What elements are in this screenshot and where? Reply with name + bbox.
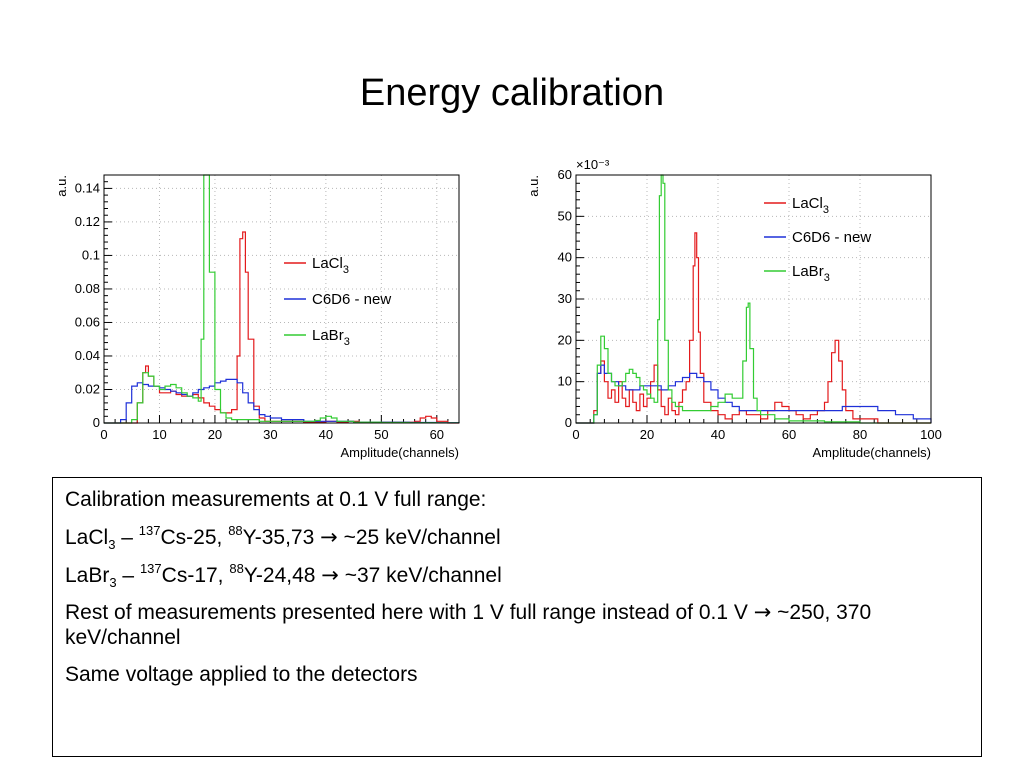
info-rest-line: Rest of measurements presented here with…: [65, 600, 969, 651]
y-tick-label: 0.08: [75, 281, 100, 296]
x-tick-label: 80: [853, 427, 867, 442]
lacl-y-text: Y-35,73: [242, 525, 321, 549]
y-axis-label: a.u.: [54, 175, 69, 197]
legend-label-labr3: LaBr3: [792, 263, 830, 284]
y-tick-label: 0.06: [75, 314, 100, 329]
rest-text: Rest of measurements presented here with…: [65, 601, 754, 625]
plot-frame: [575, 174, 932, 424]
lacl-y-mass: 88: [228, 522, 243, 538]
lacl-name: LaCl: [65, 525, 109, 549]
labr-subscript: 3: [109, 574, 117, 590]
y-tick-label: 0.12: [75, 214, 100, 229]
y-tick-label: 30: [558, 291, 572, 306]
labr-y-text: Y-24,48: [243, 563, 322, 587]
labr-cs-mass: 137: [139, 560, 162, 576]
lacl-cs-mass: 137: [138, 522, 161, 538]
y-tick-label: 10: [558, 374, 572, 389]
y-multiplier-label: ×10⁻³: [576, 157, 610, 172]
x-tick-label: 60: [430, 427, 444, 442]
labr-name: LaBr: [65, 563, 110, 587]
x-tick-label: 10: [152, 427, 166, 442]
y-tick-label: 60: [558, 167, 572, 182]
labr-dash: –: [116, 563, 140, 587]
series-line-labr3: [576, 174, 931, 424]
x-tick-label: 100: [920, 427, 942, 442]
legend-label-lacl3: LaCl3: [792, 195, 829, 216]
labr-result: ~37 keV/channel: [338, 563, 502, 587]
plot-frame: [103, 174, 460, 424]
y-axis-label: a.u.: [526, 175, 541, 197]
lacl-result: ~25 keV/channel: [337, 525, 501, 549]
right-arrow-icon: →: [321, 562, 339, 587]
info-heading: Calibration measurements at 0.1 V full r…: [65, 488, 487, 511]
legend-label-c6d6-new: C6D6 - new: [792, 229, 871, 246]
x-tick-label: 0: [100, 427, 107, 442]
x-tick-label: 30: [263, 427, 277, 442]
calibration-info-box: Calibration measurements at 0.1 V full r…: [52, 477, 982, 757]
legend-label-lacl3: LaCl3: [312, 255, 349, 276]
x-tick-label: 20: [208, 427, 222, 442]
labr-y-mass: 88: [229, 560, 244, 576]
y-tick-label: 0.14: [75, 180, 100, 195]
lacl-cs-text: Cs-25,: [160, 525, 229, 549]
y-tick-label: 0.04: [75, 348, 100, 363]
y-tick-label: 0.1: [82, 247, 100, 262]
lacl-dash: –: [115, 525, 139, 549]
slide-title: Energy calibration: [359, 72, 665, 114]
y-tick-label: 0.02: [75, 381, 100, 396]
series-line-labr3: [104, 174, 460, 424]
legend-label-c6d6-new: C6D6 - new: [312, 291, 391, 308]
lacl-subscript: 3: [108, 536, 116, 552]
info-lacl-line: LaCl3 – 137Cs-25, 88Y-35,73 → ~25 keV/ch…: [65, 522, 969, 552]
info-same-voltage: Same voltage applied to the detectors: [65, 662, 418, 686]
y-tick-label: 0: [93, 415, 100, 430]
x-axis-label: Amplitude(channels): [340, 445, 459, 460]
y-tick-label: 0: [565, 415, 572, 430]
right-arrow-icon: →: [320, 524, 338, 549]
series-line-c6d6-new: [576, 364, 932, 424]
y-tick-label: 20: [558, 332, 572, 347]
x-tick-label: 60: [782, 427, 796, 442]
y-tick-label: 50: [558, 208, 572, 223]
x-tick-label: 40: [711, 427, 725, 442]
labr-cs-text: Cs-17,: [161, 563, 230, 587]
lacl-labr-spectrum-chart-left: LaCl3 C6D6 - new LaBr3 0 10 20 30 40 50 60 0 0.02 0.…: [54, 174, 460, 460]
x-axis-label: Amplitude(channels): [812, 445, 931, 460]
legend-label-labr3: LaBr3: [312, 327, 350, 348]
x-tick-label: 50: [374, 427, 388, 442]
x-tick-label: 20: [640, 427, 654, 442]
info-labr-line: LaBr3 – 137Cs-17, 88Y-24,48 → ~37 keV/ch…: [65, 560, 969, 590]
lacl-labr-spectrum-chart-right: LaCl3 C6D6 - new LaBr3 0 20 40 60 80 100 0 10 20 30 4…: [526, 157, 942, 460]
x-tick-label: 0: [572, 427, 579, 442]
series-line-lacl3: [104, 231, 459, 424]
rest-result: ~250, 370 keV/channel: [65, 601, 872, 650]
x-tick-label: 40: [319, 427, 333, 442]
y-tick-label: 40: [558, 250, 572, 265]
right-arrow-icon: →: [753, 600, 772, 625]
